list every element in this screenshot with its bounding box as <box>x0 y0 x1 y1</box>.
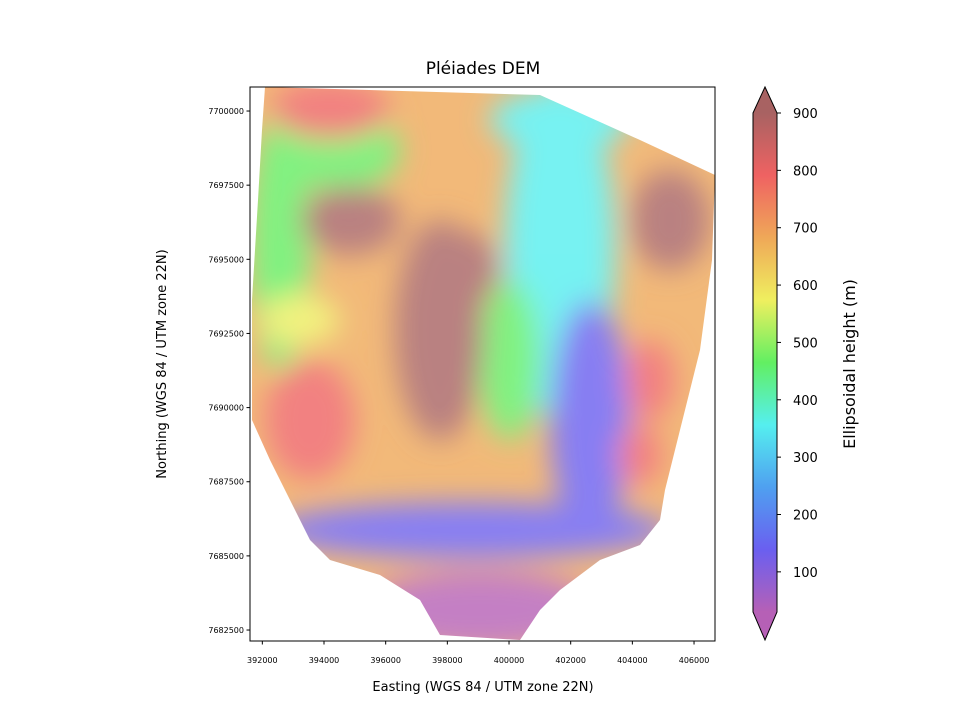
y-tick-label: 7700000 <box>208 107 244 116</box>
y-tick-label: 7685000 <box>208 552 244 561</box>
y-tick-label: 7690000 <box>208 404 244 413</box>
dem-raster <box>252 87 715 640</box>
colorbar-label: Ellipsoidal height (m) <box>840 279 859 449</box>
y-tick-label: 7695000 <box>208 255 244 264</box>
x-tick-label: 394000 <box>309 656 340 665</box>
colorbar-tick-label: 600 <box>793 279 818 294</box>
colorbar-outline <box>752 85 778 642</box>
y-axis-label: Northing (WGS 84 / UTM zone 22N) <box>155 249 170 478</box>
x-tick-label: 396000 <box>370 656 401 665</box>
colorbar-tick-label: 200 <box>793 508 818 523</box>
y-tick-label: 7682500 <box>208 626 244 635</box>
colorbar-extend-max <box>753 87 777 113</box>
axes-frame <box>249 86 716 642</box>
x-axis-label: Easting (WGS 84 / UTM zone 22N) <box>372 680 593 695</box>
y-tick-label: 7687500 <box>208 478 244 487</box>
colorbar-extend-min <box>753 612 777 640</box>
chart-title: Pléiades DEM <box>426 59 541 79</box>
x-tick-label: 404000 <box>617 656 648 665</box>
x-tick-label: 406000 <box>679 656 710 665</box>
colorbar-tick-label: 700 <box>793 222 818 237</box>
colorbar-tick-label: 500 <box>793 336 818 351</box>
x-tick-label: 398000 <box>432 656 463 665</box>
colorbar-tick-label: 300 <box>793 451 818 466</box>
x-tick-label: 402000 <box>555 656 586 665</box>
x-tick-label: 392000 <box>247 656 278 665</box>
colorbar-tick-label: 400 <box>793 394 818 409</box>
y-tick-label: 7697500 <box>208 181 244 190</box>
x-tick-label: 400000 <box>494 656 525 665</box>
colorbar <box>753 113 777 612</box>
colorbar-tick-label: 100 <box>793 566 818 581</box>
colorbar-tick-label: 900 <box>793 107 818 122</box>
y-tick-label: 7692500 <box>208 329 244 338</box>
colorbar-tick-label: 800 <box>793 164 818 179</box>
